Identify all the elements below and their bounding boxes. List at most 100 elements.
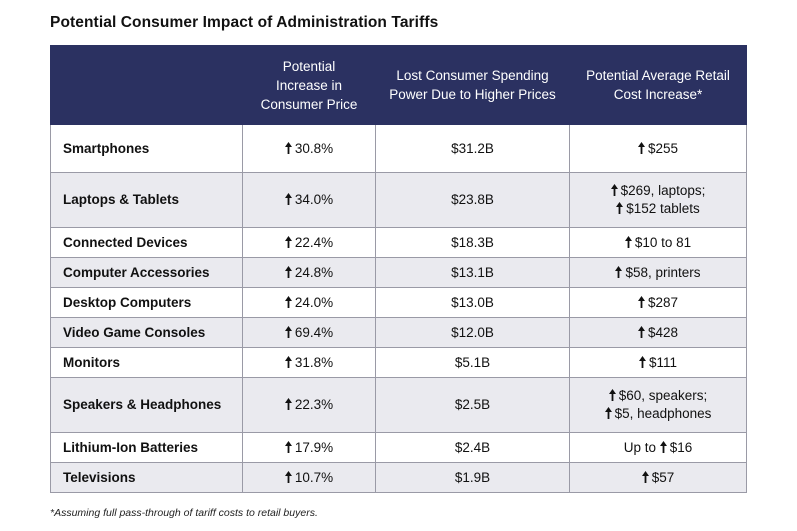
retail-increase-line: $269, laptops; bbox=[570, 182, 746, 200]
retail-increase-cell: $287 bbox=[569, 287, 747, 318]
category-cell: Speakers & Headphones bbox=[50, 377, 243, 433]
table-row: Speakers & Headphones 22.3% $2.5B $60, s… bbox=[50, 377, 747, 433]
lost-spending-cell: $5.1B bbox=[375, 347, 570, 378]
retail-increase-value: $287 bbox=[647, 294, 679, 310]
retail-increase-value: $60, speakers; bbox=[618, 388, 708, 403]
price-increase-cell: 24.8% bbox=[242, 257, 376, 288]
up-arrow-icon bbox=[610, 184, 618, 196]
price-increase-value: 34.0% bbox=[294, 192, 334, 207]
price-increase-value: 24.8% bbox=[294, 264, 334, 280]
up-arrow-icon bbox=[615, 265, 623, 278]
retail-increase-line: $60, speakers; bbox=[570, 387, 746, 405]
header-lost-spending-label: Lost Consumer Spending Power Due to High… bbox=[389, 68, 556, 102]
up-arrow-icon bbox=[637, 325, 645, 338]
header-retail-increase: Potential Average Retail Cost Increase* bbox=[569, 45, 747, 125]
price-increase-value: 22.4% bbox=[294, 234, 334, 250]
price-increase-value: 22.3% bbox=[294, 397, 334, 412]
price-increase-cell: 30.8% bbox=[242, 124, 376, 173]
retail-increase-cell: $58, printers bbox=[569, 257, 747, 288]
up-arrow-icon bbox=[284, 325, 292, 338]
lost-spending-cell: $2.5B bbox=[375, 377, 570, 433]
header-price-increase-label: Potential Increase in Consumer Price bbox=[260, 58, 358, 112]
up-arrow-icon bbox=[284, 440, 292, 453]
price-increase-value: 10.7% bbox=[294, 469, 334, 485]
retail-increase-value: $5, headphones bbox=[614, 406, 712, 421]
price-increase-cell: 24.0% bbox=[242, 287, 376, 318]
retail-increase-cell: $111 bbox=[569, 347, 747, 378]
price-increase-value: 31.8% bbox=[294, 354, 334, 370]
table-row: Video Game Consoles 69.4% $12.0B $428 bbox=[50, 317, 747, 348]
price-increase-cell: 22.4% bbox=[242, 227, 376, 258]
up-arrow-icon bbox=[641, 470, 649, 483]
up-arrow-icon bbox=[284, 398, 292, 410]
header-price-increase: Potential Increase in Consumer Price bbox=[242, 45, 376, 125]
footnote: *Assuming full pass-through of tariff co… bbox=[50, 507, 318, 519]
table-row: Connected Devices 22.4% $18.3B $10 to 81 bbox=[50, 227, 747, 258]
up-arrow-icon bbox=[637, 141, 645, 154]
retail-increase-cell: $428 bbox=[569, 317, 747, 348]
retail-increase-cell: $60, speakers; $5, headphones bbox=[569, 377, 747, 433]
header-category bbox=[50, 45, 243, 125]
up-arrow-icon bbox=[637, 295, 645, 308]
up-arrow-icon bbox=[284, 470, 292, 483]
category-cell: Video Game Consoles bbox=[50, 317, 243, 348]
up-arrow-icon bbox=[284, 295, 292, 308]
price-increase-cell: 34.0% bbox=[242, 172, 376, 228]
table-row: Lithium-Ion Batteries 17.9% $2.4B Up to … bbox=[50, 432, 747, 463]
up-arrow-icon bbox=[284, 193, 292, 205]
retail-increase-value: $57 bbox=[651, 469, 675, 485]
category-cell: Televisions bbox=[50, 462, 243, 493]
page-title: Potential Consumer Impact of Administrat… bbox=[50, 14, 439, 31]
price-increase-value: 24.0% bbox=[294, 294, 334, 310]
lost-spending-cell: $13.1B bbox=[375, 257, 570, 288]
retail-increase-cell: $57 bbox=[569, 462, 747, 493]
retail-increase-cell: $255 bbox=[569, 124, 747, 173]
header-retail-increase-label: Potential Average Retail Cost Increase* bbox=[586, 68, 730, 102]
retail-increase-value: $428 bbox=[647, 324, 679, 340]
category-cell: Lithium-Ion Batteries bbox=[50, 432, 243, 463]
price-increase-value: 30.8% bbox=[294, 140, 334, 156]
up-arrow-icon bbox=[284, 141, 292, 154]
retail-increase-value: $10 to 81 bbox=[634, 234, 692, 250]
category-cell: Desktop Computers bbox=[50, 287, 243, 318]
up-arrow-icon bbox=[624, 235, 632, 248]
retail-increase-cell: $10 to 81 bbox=[569, 227, 747, 258]
category-cell: Computer Accessories bbox=[50, 257, 243, 288]
up-arrow-icon bbox=[284, 355, 292, 368]
retail-increase-cell: $269, laptops; $152 tablets bbox=[569, 172, 747, 228]
table-row: Televisions 10.7% $1.9B $57 bbox=[50, 462, 747, 493]
table-row: Computer Accessories 24.8% $13.1B $58, p… bbox=[50, 257, 747, 288]
category-cell: Smartphones bbox=[50, 124, 243, 173]
price-increase-cell: 22.3% bbox=[242, 377, 376, 433]
table-row: Monitors 31.8% $5.1B $111 bbox=[50, 347, 747, 378]
category-cell: Connected Devices bbox=[50, 227, 243, 258]
up-arrow-icon bbox=[638, 355, 646, 368]
lost-spending-cell: $18.3B bbox=[375, 227, 570, 258]
price-increase-cell: 69.4% bbox=[242, 317, 376, 348]
header-lost-spending: Lost Consumer Spending Power Due to High… bbox=[375, 45, 570, 125]
price-increase-cell: 17.9% bbox=[242, 432, 376, 463]
up-arrow-icon bbox=[284, 265, 292, 278]
retail-increase-value: $255 bbox=[647, 140, 679, 156]
retail-increase-value: $269, laptops; bbox=[620, 183, 706, 198]
table-row: Desktop Computers 24.0% $13.0B $287 bbox=[50, 287, 747, 318]
category-cell: Laptops & Tablets bbox=[50, 172, 243, 228]
up-arrow-icon bbox=[604, 407, 612, 419]
retail-increase-cell: Up to $16 bbox=[569, 432, 747, 463]
table-row: Smartphones 30.8% $31.2B $255 bbox=[50, 124, 747, 173]
up-arrow-icon bbox=[659, 440, 667, 453]
table-row: Laptops & Tablets 34.0% $23.8B $269, lap… bbox=[50, 172, 747, 228]
retail-increase-value: $152 tablets bbox=[626, 201, 700, 216]
price-increase-value: 69.4% bbox=[294, 324, 334, 340]
lost-spending-cell: $2.4B bbox=[375, 432, 570, 463]
price-increase-value: 17.9% bbox=[294, 439, 334, 455]
retail-increase-value: $16 bbox=[669, 439, 693, 455]
price-increase-cell: 31.8% bbox=[242, 347, 376, 378]
category-cell: Monitors bbox=[50, 347, 243, 378]
retail-increase-value: $58, printers bbox=[625, 264, 701, 280]
retail-increase-line: $152 tablets bbox=[570, 200, 746, 218]
price-increase-cell: 10.7% bbox=[242, 462, 376, 493]
retail-prefix: Up to bbox=[623, 439, 656, 455]
lost-spending-cell: $13.0B bbox=[375, 287, 570, 318]
tariff-impact-table: Potential Increase in Consumer Price Los… bbox=[50, 45, 747, 493]
